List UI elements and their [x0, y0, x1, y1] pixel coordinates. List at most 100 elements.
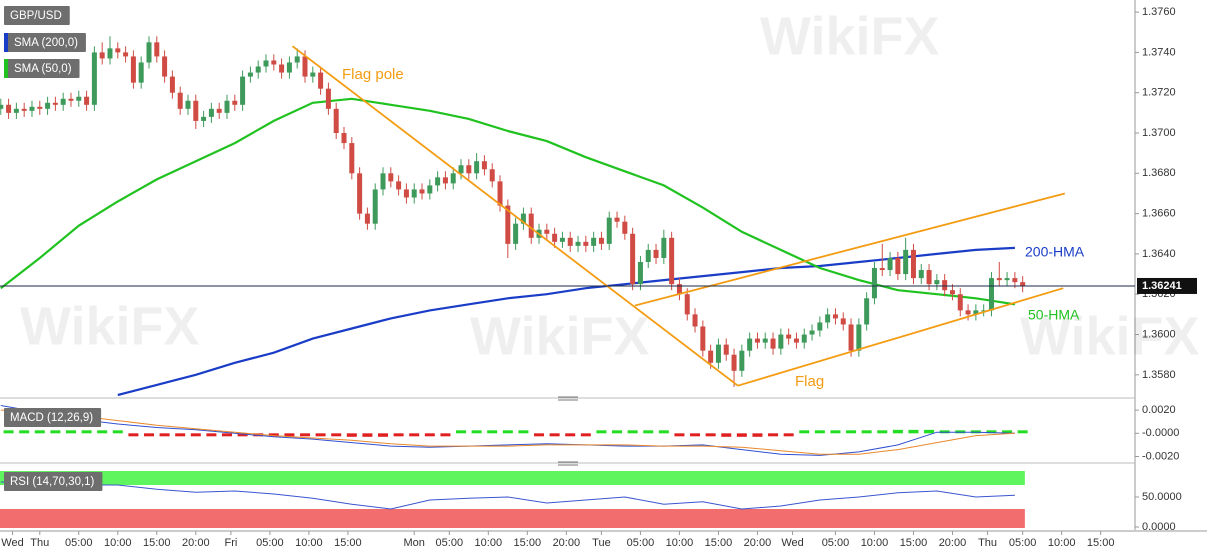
- watermark: WikiFX: [470, 306, 650, 366]
- candle-body: [949, 290, 955, 295]
- macd-line: [0, 405, 1015, 456]
- histogram-bar: [378, 433, 389, 437]
- candle-body: [403, 189, 409, 198]
- candle-body: [435, 177, 441, 186]
- candle-body: [201, 116, 207, 121]
- y-tick-label: 0.0020: [1142, 404, 1176, 416]
- annotation: Flag: [795, 373, 824, 390]
- x-tick-label: Mon: [404, 537, 425, 549]
- y-tick-label: 0.0000: [1142, 521, 1176, 533]
- histogram-bar: [908, 429, 919, 434]
- histogram-bar: [799, 430, 810, 434]
- line-label: 50-HMA: [1028, 307, 1080, 323]
- x-tick-label: 05:00: [256, 537, 284, 549]
- candle-body: [380, 173, 386, 190]
- candle-body: [645, 249, 651, 262]
- candle-body: [68, 98, 74, 101]
- candle-body: [653, 249, 659, 258]
- candle-body: [552, 233, 558, 242]
- candle-body: [349, 143, 355, 174]
- histogram-bar: [783, 433, 794, 437]
- histogram-bar: [814, 430, 825, 434]
- x-tick-label: 10:00: [295, 537, 323, 549]
- candle-body: [825, 314, 831, 323]
- candle-body: [0, 104, 4, 109]
- candle-body: [333, 108, 339, 134]
- candle-body: [37, 106, 43, 109]
- candle-body: [185, 100, 191, 109]
- legend-box: [4, 472, 103, 491]
- legend-label: RSI (14,70,30,1): [10, 476, 95, 488]
- histogram-bar: [487, 430, 498, 434]
- x-tick-label: Tue: [592, 537, 611, 549]
- candle-body: [1004, 278, 1010, 281]
- candle-body: [232, 100, 238, 105]
- candle-body: [583, 241, 589, 246]
- candle-body: [856, 324, 862, 351]
- candle-body: [154, 42, 160, 57]
- candle-body: [575, 241, 581, 246]
- histogram-bar: [690, 433, 701, 437]
- candle-body: [208, 108, 214, 117]
- candle-body: [107, 48, 113, 59]
- x-tick-label: 10:00: [104, 537, 132, 549]
- y-tick-label: 1.3580: [1142, 369, 1176, 381]
- overbought-zone: [0, 471, 1025, 485]
- histogram-bar: [206, 433, 217, 437]
- candle-body: [216, 108, 222, 113]
- candle-body: [310, 72, 316, 77]
- candle-body: [489, 169, 495, 182]
- y-tick-label: 1.3640: [1142, 248, 1176, 260]
- x-tick-label: 10:00: [1048, 537, 1076, 549]
- histogram-bar: [736, 433, 747, 437]
- histogram-bar: [674, 433, 685, 437]
- watermark: WikiFX: [760, 6, 940, 66]
- x-tick-label: 15:00: [334, 537, 362, 549]
- candle-body: [903, 249, 909, 275]
- candle-body: [559, 237, 565, 242]
- histogram-bar: [34, 430, 45, 434]
- candle-body: [52, 102, 58, 105]
- resize-grip[interactable]: [558, 461, 578, 466]
- candle-body: [715, 344, 721, 363]
- candle-body: [364, 213, 370, 224]
- candle-body: [279, 64, 285, 73]
- candle-body: [996, 278, 1002, 281]
- candle-body: [302, 56, 308, 77]
- y-tick-label: -0.0000: [1142, 427, 1179, 439]
- candle-body: [887, 257, 893, 271]
- candle-body: [13, 108, 19, 113]
- histogram-bar: [518, 430, 529, 434]
- histogram-bar: [924, 429, 935, 434]
- histogram-bar: [892, 429, 903, 434]
- resize-grip[interactable]: [558, 396, 578, 401]
- candle-body: [801, 334, 807, 343]
- trend-line: [634, 192, 1066, 307]
- histogram-bar: [596, 430, 607, 434]
- histogram-bar: [143, 433, 154, 437]
- last-price-box: [1137, 277, 1197, 294]
- candle-body: [76, 96, 82, 101]
- y-tick-label: 1.3600: [1142, 328, 1176, 340]
- candle-body: [497, 181, 503, 206]
- candle-body: [793, 338, 799, 343]
- legend-swatch: [4, 33, 8, 52]
- candle-body: [263, 60, 269, 67]
- x-tick-label: 20:00: [553, 537, 581, 549]
- y-tick-label: -0.0020: [1142, 450, 1179, 462]
- candle-body: [817, 322, 823, 331]
- histogram-bar: [65, 430, 76, 434]
- signal-line: [0, 409, 1015, 455]
- x-tick-label: 05:00: [822, 537, 850, 549]
- histogram-bar: [768, 433, 779, 437]
- legend-box: [4, 59, 80, 78]
- candle-body: [29, 106, 35, 111]
- candle-body: [622, 221, 628, 234]
- candle-body: [910, 249, 916, 279]
- candle-body: [146, 42, 152, 63]
- histogram-bar: [440, 433, 451, 437]
- histogram-bar: [81, 430, 92, 434]
- histogram-bar: [253, 433, 264, 437]
- last-price-label: 1.36241: [1142, 280, 1182, 292]
- candle-body: [723, 344, 729, 355]
